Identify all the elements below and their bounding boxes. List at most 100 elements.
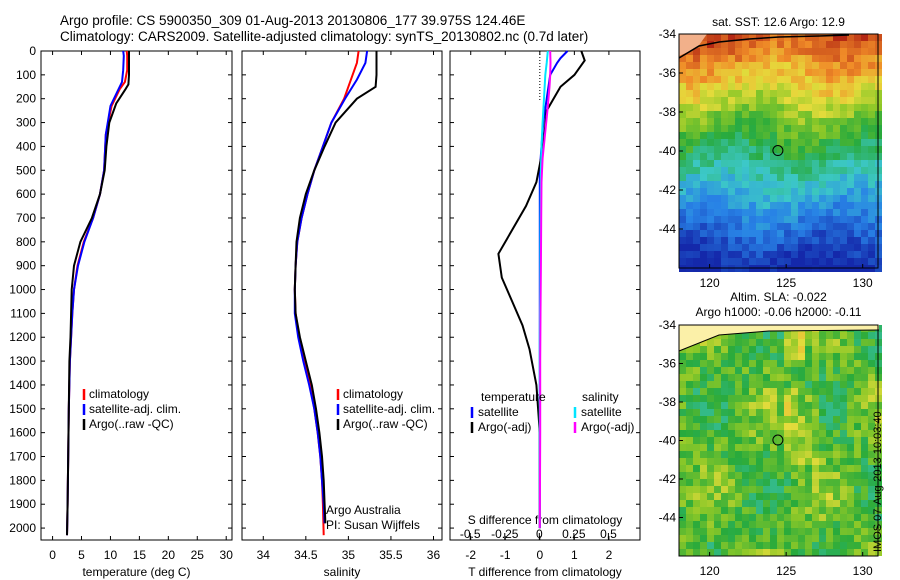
sla-map-title: Altim. SLA: -0.022 [730, 290, 827, 304]
temperature-series-line [66, 50, 125, 536]
sst-map-xtick-label: 120 [700, 276, 720, 290]
sst-map-ytick-label: -36 [659, 66, 677, 80]
difference-xtick-label: 0 [536, 548, 543, 562]
temperature-xtick-label: 30 [220, 548, 234, 562]
sdiff-xtick-label: -0.25 [491, 527, 519, 541]
salinity-legend-label: Argo(..raw -QC) [343, 417, 428, 431]
depth-tick-label: 1100 [10, 306, 36, 320]
sst-map-field [678, 34, 882, 272]
salinity-annotation: PI: Susan Wijffels [326, 518, 420, 532]
depth-tick-label: 1800 [9, 473, 36, 487]
temperature-xtick-label: 25 [191, 548, 205, 562]
argo-position-marker [772, 434, 784, 446]
sst-map-xtick-label: 125 [776, 276, 796, 290]
coastline [678, 329, 880, 352]
header-line-2: Climatology: CARS2009. Satellite-adjuste… [60, 29, 589, 44]
depth-tick-label: 900 [16, 259, 36, 273]
depth-tick-label: 1700 [9, 450, 36, 464]
diff-legend-label: Argo(-adj) [478, 420, 531, 434]
depth-tick-label: 200 [16, 92, 36, 106]
difference-xtick-label: -1 [500, 548, 511, 562]
temperature-series-line [66, 50, 129, 536]
header-line-1: Argo profile: CS 5900350_309 01-Aug-2013… [60, 13, 526, 28]
diff-legend-label: Argo(-adj) [581, 420, 634, 434]
sla-map-subtitle: Argo h1000: -0.06 h2000: -0.11 [696, 305, 862, 319]
salinity-xtick-label: 35 [342, 548, 356, 562]
depth-tick-label: 0 [29, 44, 36, 58]
temperature-xtick-label: 20 [162, 548, 176, 562]
diff-legend-label: satellite [581, 405, 622, 419]
diff-legend-label: satellite [478, 405, 519, 419]
sla-map-ytick-label: -40 [659, 434, 677, 448]
argo-position-marker [772, 145, 784, 157]
salinity-xtick-label: 34 [257, 548, 271, 562]
difference-xtick-label: 2 [606, 548, 613, 562]
diff-legend-header: temperature [481, 390, 546, 404]
sst-map-ytick-label: -44 [659, 222, 677, 236]
sla-map-xtick-label: 130 [853, 564, 873, 578]
depth-tick-label: 600 [16, 187, 36, 201]
temperature-xtick-label: 10 [104, 548, 118, 562]
salinity-axis-label: salinity [324, 565, 361, 579]
salinity-legend-label: climatology [343, 387, 403, 401]
depth-tick-label: 1200 [9, 330, 36, 344]
temperature-legend-label: Argo(..raw -QC) [89, 417, 174, 431]
difference-frame [449, 50, 641, 541]
salinity-xtick-label: 35.5 [379, 548, 403, 562]
temperature-axis-label: temperature (deg C) [82, 565, 190, 579]
depth-tick-label: 800 [16, 235, 36, 249]
difference-xtick-label: -2 [465, 548, 476, 562]
sst-map-ytick-label: -42 [659, 183, 677, 197]
sla-map-ytick-label: -44 [659, 511, 677, 525]
depth-tick-label: 2000 [9, 521, 36, 535]
depth-tick-label: 500 [16, 163, 36, 177]
depth-tick-label: 1000 [9, 283, 36, 297]
sla-map-ytick-label: -42 [659, 472, 677, 486]
depth-tick-label: 1400 [9, 378, 36, 392]
sst-map-ytick-label: -34 [659, 27, 677, 41]
difference-series-line [538, 50, 569, 529]
sdiff-xtick-label: 0.25 [562, 527, 586, 541]
depth-tick-label: 1300 [9, 354, 36, 368]
temperature-xtick-label: 15 [133, 548, 147, 562]
temperature-frame [40, 50, 233, 541]
sst-map-title: sat. SST: 12.6 Argo: 12.9 [712, 15, 845, 29]
sla-map-ytick-label: -36 [659, 357, 677, 371]
sla-map-ytick-label: -38 [659, 395, 677, 409]
depth-tick-label: 1900 [9, 497, 36, 511]
sst-map-ytick-label: -40 [659, 144, 677, 158]
depth-tick-label: 700 [16, 211, 36, 225]
difference-xtick-label: 1 [571, 548, 578, 562]
sdiff-axis-label: S difference from climatology [468, 513, 623, 527]
temperature-xtick-label: 0 [49, 548, 56, 562]
sdiff-xtick-label: 0.5 [600, 527, 617, 541]
sla-map-ytick-label: -34 [659, 318, 677, 332]
temperature-legend-label: climatology [89, 387, 149, 401]
sla-map-xtick-label: 125 [776, 564, 796, 578]
salinity-series-line [293, 50, 369, 524]
difference-axis-label: T difference from climatology [468, 565, 622, 579]
salinity-xtick-label: 34.5 [294, 548, 318, 562]
depth-tick-label: 1600 [9, 426, 36, 440]
sst-map-ytick-label: -38 [659, 105, 677, 119]
land-area [679, 34, 707, 56]
sdiff-xtick-label: 0 [536, 527, 543, 541]
difference-series-line [538, 50, 552, 529]
temperature-series-line [66, 51, 130, 536]
sst-map-xtick-label: 130 [853, 276, 873, 290]
salinity-series-line [293, 50, 360, 536]
depth-tick-label: 1500 [9, 402, 36, 416]
salinity-annotation: Argo Australia [326, 503, 401, 517]
temperature-xtick-label: 5 [78, 548, 85, 562]
sla-map-xtick-label: 120 [700, 564, 720, 578]
salinity-series-line [293, 51, 378, 524]
sla-map-field [678, 325, 882, 556]
depth-tick-label: 400 [16, 139, 36, 153]
land-area [679, 325, 879, 351]
coastline [678, 34, 850, 59]
imos-stamp: IMOS 07-Aug-2013 10:03:40 [872, 411, 884, 552]
difference-series-line [497, 50, 586, 529]
temperature-legend-label: satellite-adj. clim. [89, 402, 181, 416]
salinity-legend-label: satellite-adj. clim. [343, 402, 435, 416]
